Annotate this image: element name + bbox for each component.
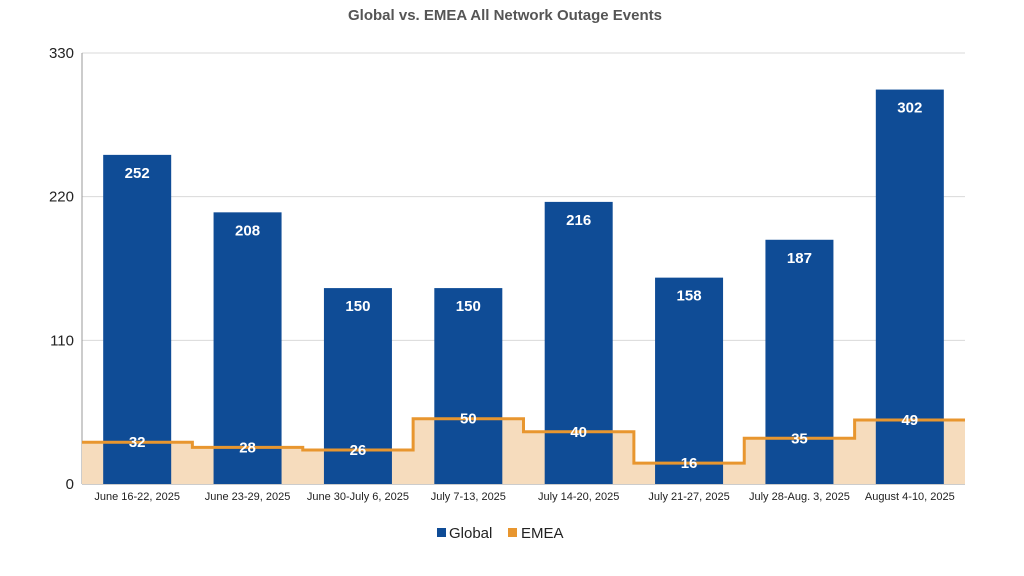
data-label-global: 216 (566, 212, 591, 229)
y-tick-label: 220 (49, 189, 74, 206)
legend-label-emea: EMEA (521, 525, 564, 542)
bar-global (875, 89, 944, 484)
data-label-global: 158 (677, 288, 702, 305)
y-tick-label: 110 (50, 332, 74, 349)
x-tick-label: August 4-10, 2025 (865, 491, 955, 503)
emea-line-path (82, 417, 965, 465)
legend-swatch-emea (508, 528, 517, 537)
x-tick-label: June 30-July 6, 2025 (307, 491, 409, 503)
x-axis-ticks: June 16-22, 2025 June 23-29, 2025 June 30-… (94, 491, 954, 503)
data-label-emea: 50 (460, 411, 477, 428)
data-label-emea: 40 (570, 424, 587, 441)
x-tick-label: July 21-27, 2025 (648, 491, 729, 503)
data-label-emea: 16 (681, 455, 698, 472)
data-label-global: 252 (125, 165, 150, 182)
x-tick-label: June 23-29, 2025 (205, 491, 291, 503)
data-label-global: 187 (787, 250, 812, 267)
legend-swatch-global (437, 528, 446, 537)
data-label-global: 150 (456, 298, 481, 315)
emea-area (82, 418, 965, 484)
y-axis-ticks: 0 110 220 330 (49, 45, 74, 493)
legend: Global EMEA (437, 525, 564, 542)
data-label-global: 208 (235, 222, 260, 239)
data-label-emea: 32 (129, 434, 146, 451)
emea-line (82, 417, 965, 465)
data-label-global: 302 (897, 100, 922, 117)
emea-area-fill (82, 418, 965, 484)
bar-global (544, 201, 613, 484)
x-tick-label: July 14-20, 2025 (538, 491, 619, 503)
y-tick-label: 0 (66, 476, 74, 493)
x-tick-label: June 16-22, 2025 (94, 491, 180, 503)
bar-global (655, 277, 724, 484)
bar-global (765, 239, 834, 484)
y-tick-label: 330 (49, 45, 74, 62)
chart-title: Global vs. EMEA All Network Outage Event… (348, 7, 662, 24)
data-label-emea: 35 (791, 430, 808, 447)
bar-global (103, 154, 172, 484)
legend-label-global: Global (449, 525, 492, 542)
x-tick-label: July 28-Aug. 3, 2025 (749, 491, 850, 503)
x-tick-label: July 7-13, 2025 (431, 491, 506, 503)
data-label-emea: 49 (901, 412, 918, 429)
data-label-global: 150 (345, 298, 370, 315)
data-labels: 252 208 150 150 216 158 187 302 32 28 26 50 40 16 35 49 (125, 100, 923, 473)
bar-global (213, 212, 282, 484)
data-label-emea: 28 (239, 439, 256, 456)
data-label-emea: 26 (350, 442, 367, 459)
bar-global (434, 288, 503, 484)
